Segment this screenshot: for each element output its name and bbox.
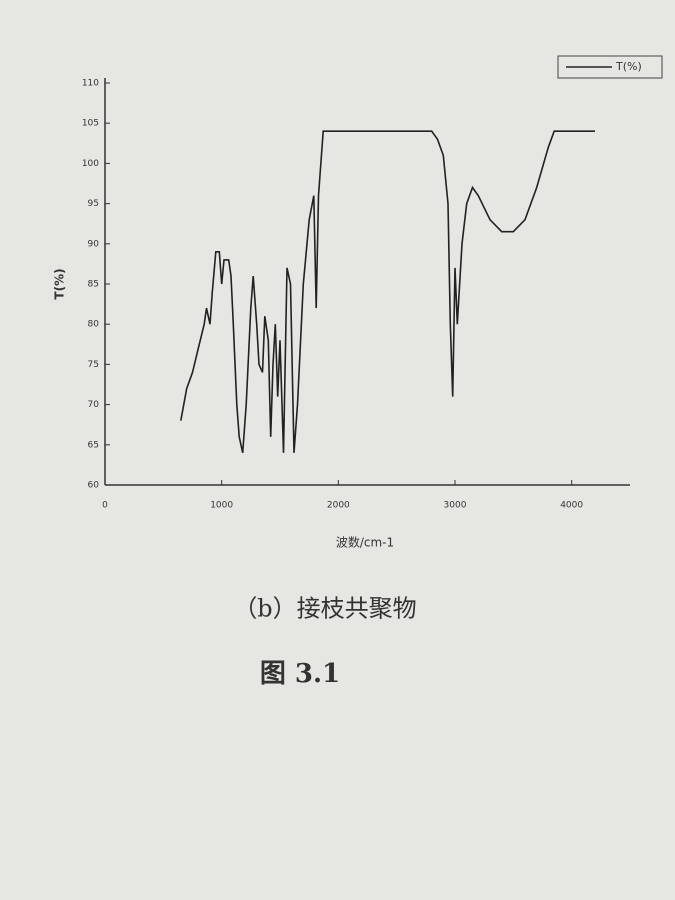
caption: （b）接枝共聚物 xyxy=(233,595,416,623)
y-tick-label: 100 xyxy=(82,159,99,169)
series-line xyxy=(180,130,595,453)
x-axis-label: 波数/cm-1 xyxy=(336,535,394,550)
y-tick-label: 85 xyxy=(88,280,99,290)
legend-box xyxy=(557,55,663,79)
y-tick-label: 80 xyxy=(88,320,100,330)
legend-label: T(%) xyxy=(615,60,642,73)
x-tick-label: 0 xyxy=(102,501,108,511)
x-tick-label: 2000 xyxy=(327,501,350,511)
y-tick-label: 65 xyxy=(88,440,99,450)
x-tick-label: 4000 xyxy=(560,501,583,511)
y-tick-label: 60 xyxy=(88,481,100,491)
y-tick-label: 105 xyxy=(82,119,99,129)
y-tick-label: 110 xyxy=(82,79,99,89)
x-tick-label: 3000 xyxy=(444,501,467,511)
figure-label: 图 3.1 xyxy=(260,659,340,689)
y-tick-label: 95 xyxy=(88,199,99,209)
y-axis-label: T(%) xyxy=(53,268,67,299)
y-tick-label: 75 xyxy=(88,360,99,370)
y-tick-label: 90 xyxy=(88,239,100,249)
x-tick-label: 1000 xyxy=(210,501,233,511)
y-tick-label: 70 xyxy=(88,400,100,410)
